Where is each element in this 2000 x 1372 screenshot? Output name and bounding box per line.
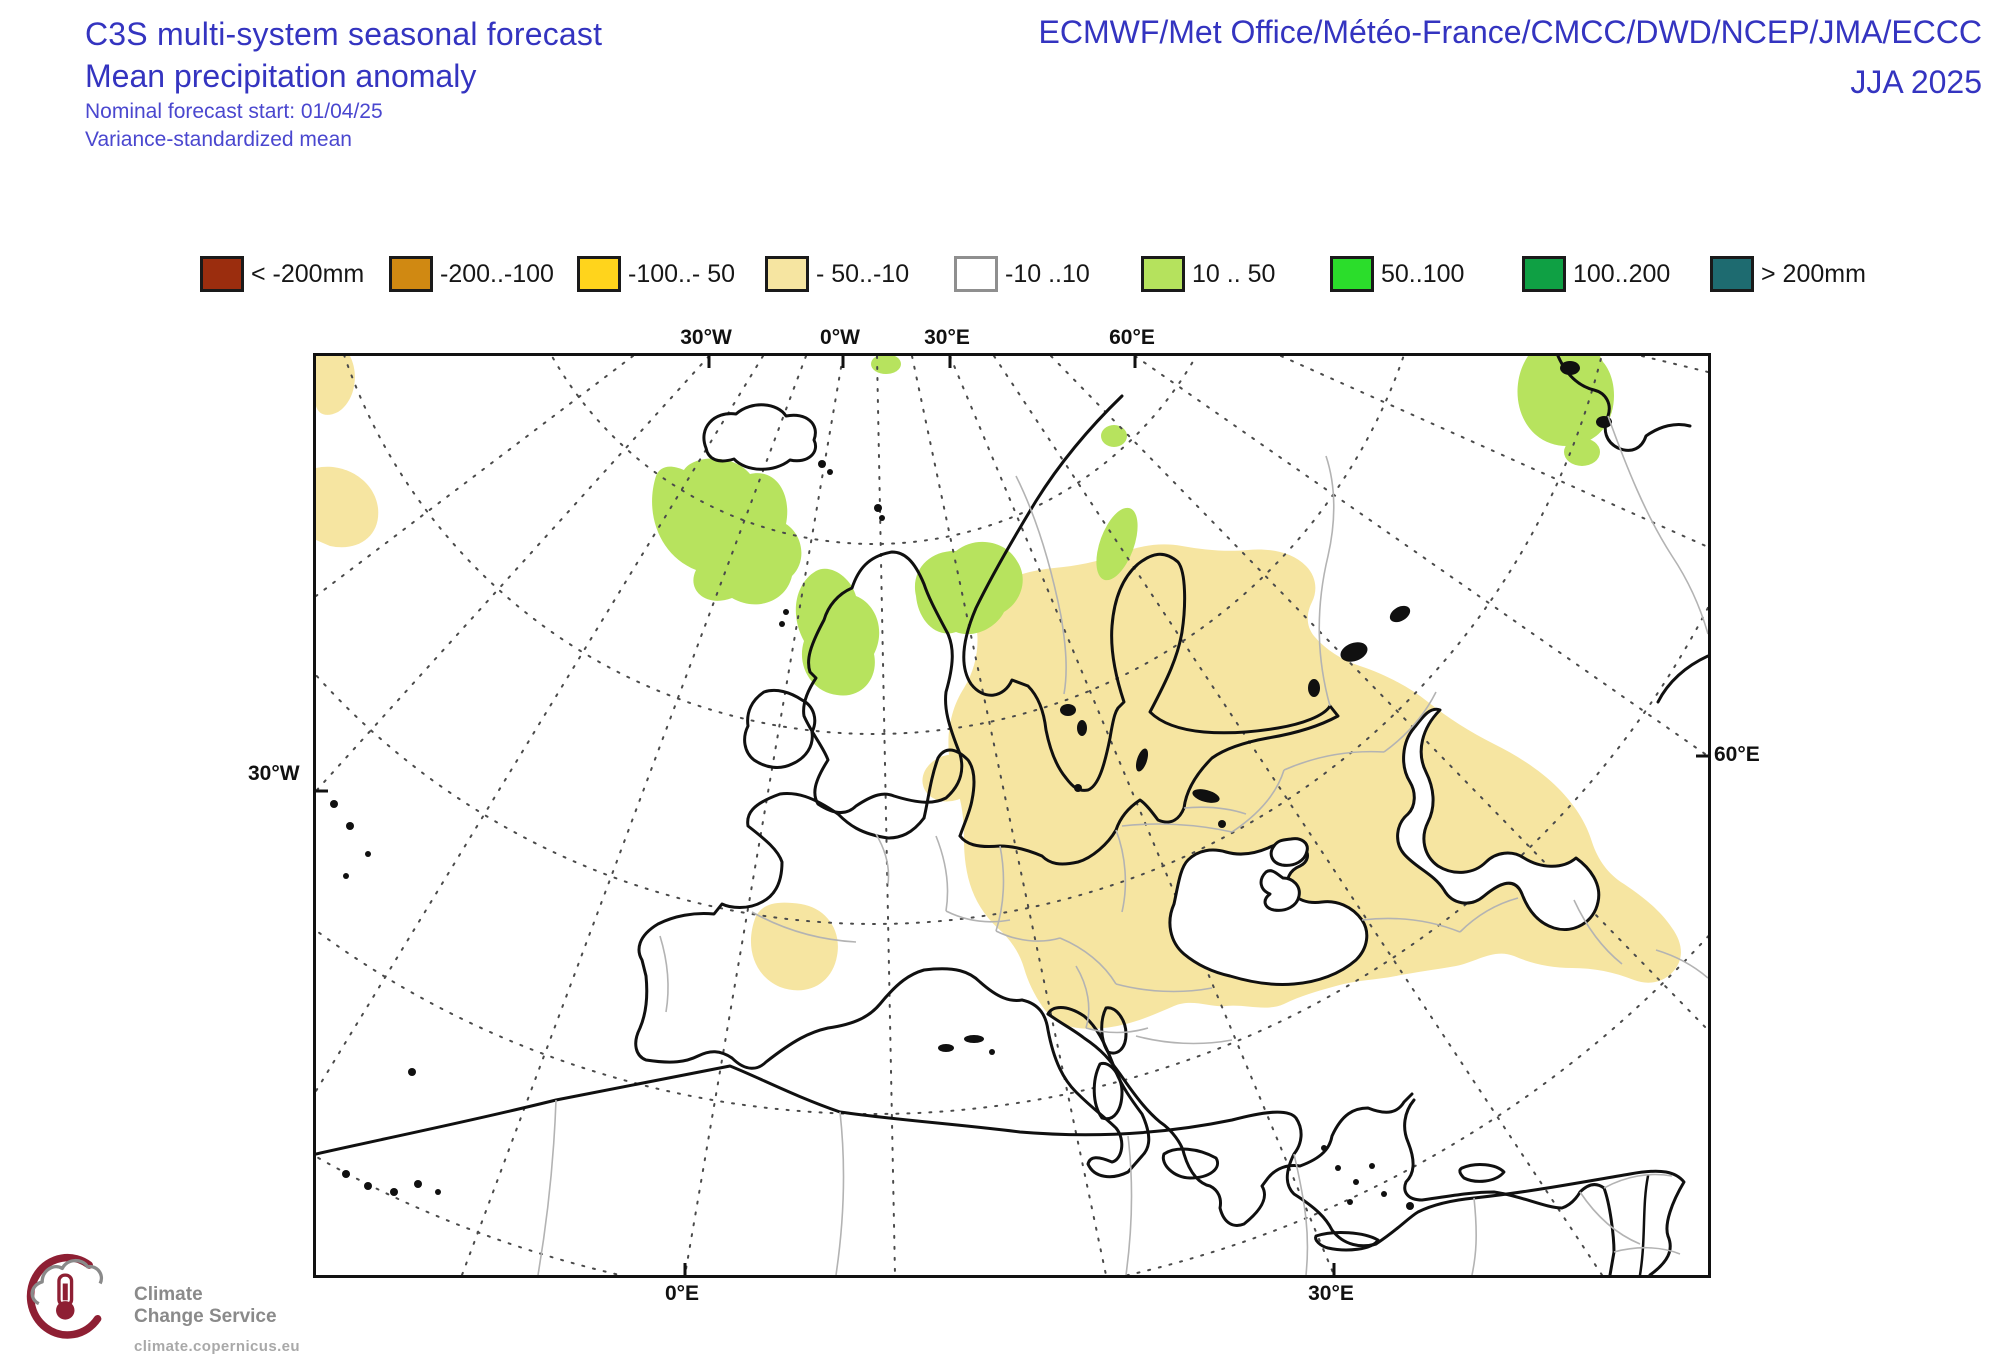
legend-label: > 200mm <box>1761 259 1866 288</box>
legend-item: 10 .. 50 <box>1141 255 1275 293</box>
sea-of-azov <box>1269 837 1309 867</box>
legend-item: < -200mm <box>200 255 364 293</box>
legend-label: 50..100 <box>1381 259 1465 288</box>
legend-label: -200..-100 <box>440 259 554 288</box>
coastlines <box>316 356 1708 1275</box>
inland-seas <box>1168 707 1601 986</box>
axis-label-left-30w: 30°W <box>248 762 300 785</box>
graticule <box>316 356 1708 1275</box>
axis-label-bottom-30e: 30°E <box>1308 1282 1354 1305</box>
forecast-start-note: Nominal forecast start: 01/04/25 <box>85 100 383 123</box>
legend-label: -100..- 50 <box>628 259 736 288</box>
legend-item: -100..- 50 <box>577 255 735 293</box>
crimea <box>1259 869 1301 912</box>
page-title: C3S multi-system seasonal forecast <box>85 16 603 52</box>
legend-swatch <box>1141 256 1185 292</box>
axis-label-top-30e: 30°E <box>924 326 970 349</box>
legend-label: - 50..-10 <box>816 259 910 288</box>
legend-item: 50..100 <box>1330 255 1464 293</box>
legend-item: > 200mm <box>1710 255 1866 293</box>
legend-swatch <box>200 256 244 292</box>
legend-swatch <box>954 256 998 292</box>
legend-label: 100..200 <box>1573 259 1671 288</box>
c3s-logo-icon <box>26 1253 104 1339</box>
season-label: JJA 2025 <box>1850 64 1982 100</box>
legend-swatch <box>1330 256 1374 292</box>
systems-list: ECMWF/Met Office/Météo-France/CMCC/DWD/N… <box>1038 14 1983 50</box>
legend-swatch <box>389 256 433 292</box>
legend-label: -10 ..10 <box>1005 259 1090 288</box>
europe-map-svg <box>316 356 1708 1275</box>
axis-label-bottom-0e: 0°E <box>664 1282 700 1305</box>
legend-swatch <box>1522 256 1566 292</box>
legend-item: - 50..-10 <box>765 255 909 293</box>
black-sea <box>1168 841 1369 986</box>
logo-text-line2: Change Service <box>134 1306 277 1327</box>
legend-swatch <box>1710 256 1754 292</box>
legend-item: -200..-100 <box>389 255 554 293</box>
legend-label: < -200mm <box>251 259 365 288</box>
logo-url: climate.copernicus.eu <box>134 1338 300 1355</box>
legend-swatch <box>765 256 809 292</box>
legend-label: 10 .. 50 <box>1192 259 1276 288</box>
logo-text: Climate Change Service <box>134 1284 277 1328</box>
legend-item: -10 ..10 <box>954 255 1090 293</box>
axis-label-top-30w: 30°W <box>680 326 732 349</box>
logo-text-line1: Climate <box>134 1284 203 1305</box>
frame-ticks <box>316 356 1708 1275</box>
axis-label-right-60e: 60°E <box>1714 743 1760 766</box>
axis-label-top-0w: 0°W <box>820 326 860 349</box>
caspian-sea <box>1396 707 1601 931</box>
legend-swatch <box>577 256 621 292</box>
map-frame <box>313 353 1711 1278</box>
legend-item: 100..200 <box>1522 255 1670 293</box>
page-subtitle: Mean precipitation anomaly <box>85 58 477 94</box>
c3s-logo: Climate Change Service climate.copernicu… <box>22 1250 442 1370</box>
islands-and-lakes <box>330 361 1612 1210</box>
country-borders <box>537 415 1708 1275</box>
variance-note: Variance-standardized mean <box>85 128 352 151</box>
axis-label-top-60e: 60°E <box>1109 326 1155 349</box>
